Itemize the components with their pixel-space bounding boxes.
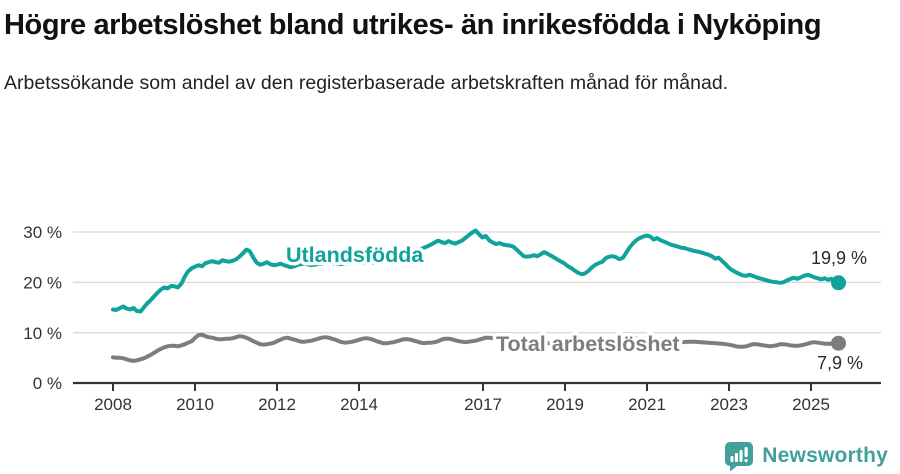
x-tick-label: 2014 <box>340 395 378 414</box>
page-title: Högre arbetslöshet bland utrikes- än inr… <box>4 9 822 41</box>
x-tick-label: 2017 <box>464 395 502 414</box>
series-line-total-arbetsloshet <box>111 332 841 363</box>
series-end-dot-total-arbetsloshet <box>831 335 846 351</box>
end-value-utlandsfodda: 19,9 % <box>811 248 867 268</box>
x-tick-label: 2025 <box>792 395 830 414</box>
x-tick-label: 2021 <box>628 395 666 414</box>
y-tick-label: 30 % <box>23 223 62 242</box>
end-value-total-arbetsloshet: 7,9 % <box>817 353 863 373</box>
series-label-utlandsfodda: Utlandsfödda <box>286 243 424 267</box>
newsworthy-logo[interactable]: Newsworthy <box>724 441 888 471</box>
x-tick-label: 2023 <box>710 395 748 414</box>
y-tick-label: 0 % <box>33 374 62 393</box>
x-tick-label: 2008 <box>94 395 132 414</box>
x-tick-label: 2019 <box>546 395 584 414</box>
x-tick-label: 2010 <box>176 395 214 414</box>
x-tick-label: 2012 <box>258 395 296 414</box>
newsworthy-logo-icon <box>725 442 754 471</box>
series-end-dot-utlandsfodda <box>831 275 846 291</box>
y-tick-label: 10 % <box>23 324 62 343</box>
brand-name: Newsworthy <box>762 444 888 467</box>
page-subtitle: Arbetssökande som andel av den registerb… <box>4 72 729 95</box>
series-line-utlandsfodda <box>111 228 841 314</box>
y-tick-label: 20 % <box>23 274 62 293</box>
series-label-total-arbetsloshet: Total arbetslöshet <box>496 332 680 356</box>
